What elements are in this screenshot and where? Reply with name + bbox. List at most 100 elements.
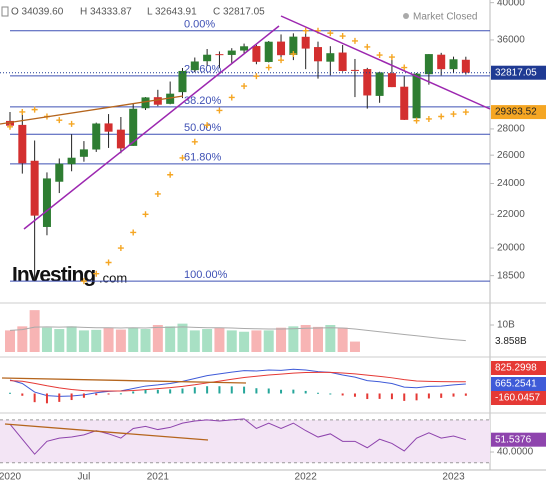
candle-body xyxy=(289,36,298,55)
volume-bar xyxy=(226,330,237,352)
macd-hist xyxy=(119,393,122,395)
candle-body xyxy=(301,36,310,49)
candle-body xyxy=(129,108,138,146)
x-tick-label: 2020 xyxy=(0,472,22,483)
indicator-tag-bg xyxy=(491,391,546,405)
volume-bar xyxy=(288,326,299,352)
sar-point xyxy=(241,83,248,90)
volume-bar xyxy=(91,329,102,352)
sar-tag: 29363.52 xyxy=(495,107,537,118)
sar-point xyxy=(31,106,38,113)
macd-hist xyxy=(169,389,172,394)
sar-point xyxy=(290,50,297,57)
macd-hist xyxy=(9,392,11,394)
x-tick-label: Jul xyxy=(78,472,91,483)
macd-hist xyxy=(403,393,406,401)
sar-point xyxy=(68,120,75,127)
macd-hist xyxy=(243,386,246,394)
sar-point xyxy=(278,57,285,64)
sar-point xyxy=(388,54,395,61)
candle-body xyxy=(387,73,396,88)
candle-body xyxy=(314,47,322,62)
candle-body xyxy=(412,73,421,119)
sar-point xyxy=(167,171,174,178)
volume-bar xyxy=(41,327,52,352)
macd-hist xyxy=(280,389,283,394)
macd-hist xyxy=(95,393,98,396)
candle-body xyxy=(153,97,162,105)
sar-point xyxy=(105,259,112,266)
candle-body xyxy=(79,149,88,157)
candle-body xyxy=(178,70,187,93)
candle-body xyxy=(215,54,224,56)
candle-body xyxy=(166,93,175,104)
fib-label: 0.00% xyxy=(184,19,215,31)
macd-hist xyxy=(21,393,24,396)
candle-body xyxy=(240,46,249,51)
macd-hist xyxy=(255,388,258,394)
macd-hist xyxy=(58,393,61,402)
volume-bar xyxy=(29,310,40,352)
y-tick-label: 40.0000 xyxy=(497,447,534,458)
macd-hist xyxy=(427,393,430,399)
candle-body xyxy=(30,160,39,216)
macd-hist xyxy=(82,393,85,398)
candle-body xyxy=(363,69,372,96)
fib-label: 23.60% xyxy=(184,64,222,76)
volume-bar xyxy=(325,324,336,352)
volume-bar xyxy=(300,324,311,352)
volume-tag-bg xyxy=(491,334,546,349)
sar-point xyxy=(462,109,469,116)
volume-bar xyxy=(202,329,213,352)
volume-bar xyxy=(152,324,163,352)
header-high: H 34333.87 xyxy=(80,7,132,18)
volume-bar xyxy=(276,327,287,352)
volume-bar xyxy=(54,329,65,352)
candle-body xyxy=(424,54,433,75)
trend-line xyxy=(4,423,209,441)
macd-hist xyxy=(464,393,467,396)
volume-bar xyxy=(5,330,15,352)
volume-bar xyxy=(140,329,151,352)
sar-point xyxy=(339,33,346,40)
volume-ma xyxy=(9,326,466,342)
sar-point xyxy=(19,108,26,115)
volume-bar xyxy=(128,327,139,352)
y-tick-label: 40000 xyxy=(497,0,525,8)
volume-bar xyxy=(17,326,28,352)
macd-hist xyxy=(317,392,319,394)
candle-body xyxy=(92,123,101,150)
sar-point xyxy=(154,190,161,197)
sar-point xyxy=(80,278,87,285)
macd-hist xyxy=(181,388,184,394)
candle-body xyxy=(375,72,384,96)
candle-body xyxy=(67,157,76,165)
status-dot xyxy=(403,13,409,19)
sar-point xyxy=(351,37,358,44)
volume-tag: 3.858B xyxy=(495,336,527,347)
indicator-tag: 51.5376 xyxy=(495,434,532,445)
sar-point xyxy=(327,30,334,37)
candle-body xyxy=(264,41,273,62)
x-tick-label: 2023 xyxy=(442,472,465,483)
volume-bar xyxy=(189,330,200,352)
sar-tag-bg xyxy=(491,105,546,120)
y-tick-label: 24000 xyxy=(497,178,525,189)
y-tick-label: 10B xyxy=(497,320,515,331)
volume-bar xyxy=(337,327,348,352)
sar-point xyxy=(438,113,445,120)
fib-label: 61.80% xyxy=(184,152,222,164)
sar-point xyxy=(130,229,137,236)
sar-point xyxy=(302,27,309,34)
macd-hist xyxy=(329,393,332,395)
y-tick-label: 26000 xyxy=(497,150,525,161)
header-open: O 34039.60 xyxy=(11,7,64,18)
macd-hist xyxy=(415,393,418,401)
macd-hist xyxy=(390,393,393,400)
sar-point xyxy=(253,73,260,80)
macd-hist xyxy=(144,389,147,394)
sar-point xyxy=(425,115,432,122)
